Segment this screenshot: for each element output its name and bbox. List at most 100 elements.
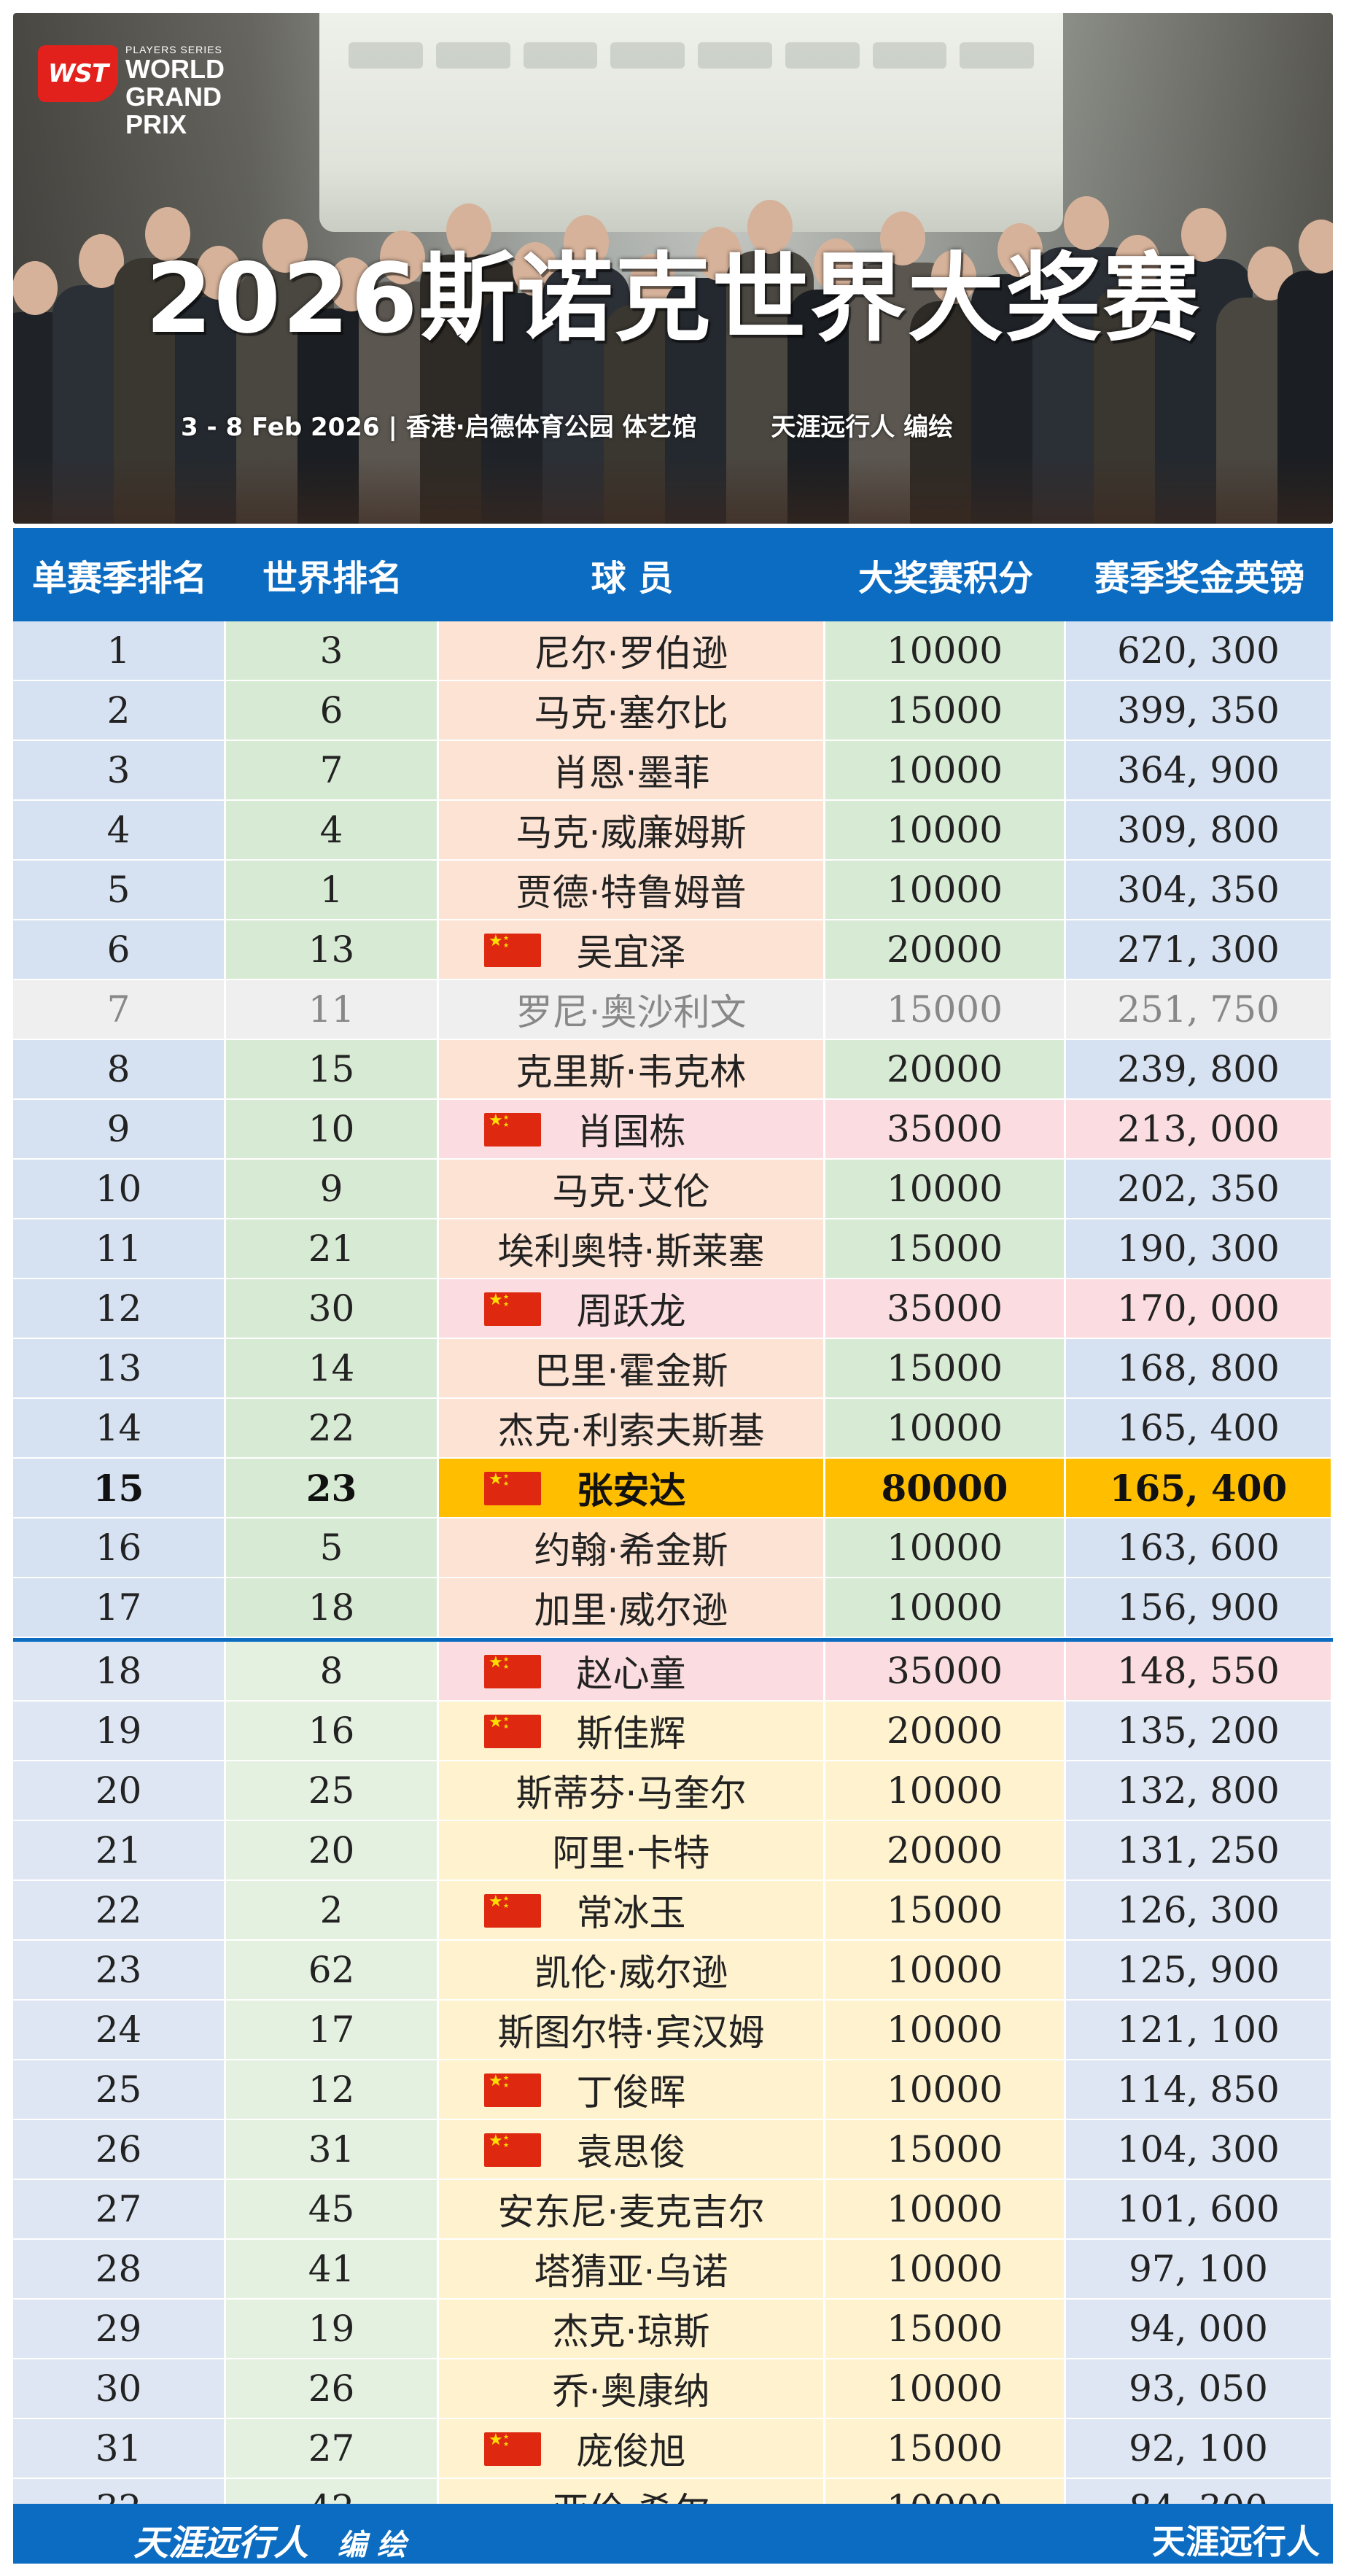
season-rank-text: 29: [95, 2308, 142, 2350]
season-prize-text: 148, 550: [1117, 1650, 1280, 1692]
season-prize-cell: 121, 100: [1066, 2001, 1333, 2059]
season-rank-text: 30: [95, 2367, 142, 2410]
logo-world: WORLD: [125, 54, 225, 84]
player-name-cell: 张安达: [439, 1459, 825, 1517]
gp-points-cell: 15000: [825, 1881, 1066, 1939]
season-rank-text: 26: [95, 2128, 142, 2170]
china-flag-icon: [484, 2072, 541, 2107]
player-name-cell: 贾德·特鲁姆普: [439, 861, 825, 919]
player-name-cell: 袁思俊: [439, 2120, 825, 2179]
player-name-text: 马克·艾伦: [552, 1171, 710, 1213]
gp-points-text: 15000: [886, 1889, 1003, 1931]
player-name-text: 尼尔·罗伯逊: [534, 632, 728, 675]
world-rank-cell: 13: [226, 920, 439, 979]
china-flag-icon: [484, 2431, 541, 2466]
header-world-rank: 世界排名: [262, 558, 402, 599]
player-name-text: 肖恩·墨菲: [552, 752, 710, 794]
season-rank-text: 27: [95, 2188, 142, 2230]
season-rank-cell: 2: [13, 681, 226, 740]
world-rank-text: 21: [308, 1227, 355, 1270]
season-rank-text: 11: [95, 1227, 142, 1270]
china-flag-icon: [484, 1112, 541, 1147]
season-prize-text: 202, 350: [1117, 1168, 1280, 1210]
table-row: 13 14 巴里·霍金斯 15000 168, 800: [13, 1339, 1333, 1399]
gp-points-cell: 15000: [825, 1339, 1066, 1397]
player-name-cell: 常冰玉: [439, 1881, 825, 1939]
gp-points-cell: 15000: [825, 980, 1066, 1039]
gp-points-text: 35000: [886, 1108, 1003, 1150]
season-rank-text: 28: [95, 2248, 142, 2290]
season-rank-cell: 28: [13, 2240, 226, 2298]
world-rank-cell: 11: [226, 980, 439, 1039]
season-prize-text: 135, 200: [1117, 1710, 1280, 1752]
season-rank-text: 12: [95, 1287, 142, 1330]
season-rank-text: 20: [95, 1769, 142, 1812]
season-prize-text: 239, 800: [1117, 1048, 1280, 1090]
world-rank-text: 5: [319, 1526, 343, 1569]
table-row: 12 30 周跃龙 35000 170, 000: [13, 1279, 1333, 1339]
season-rank-text: 7: [106, 988, 131, 1031]
season-rank-cell: 22: [13, 1881, 226, 1939]
player-name-cell: 埃利奥特·斯莱塞: [439, 1219, 825, 1278]
season-prize-cell: 148, 550: [1066, 1642, 1333, 1700]
gp-points-cell: 35000: [825, 1100, 1066, 1158]
gp-points-cell: 15000: [825, 681, 1066, 740]
season-rank-text: 21: [95, 1829, 142, 1871]
china-flag-icon: [484, 932, 541, 967]
table-row: 28 41 塔猜亚·乌诺 10000 97, 100: [13, 2240, 1333, 2300]
player-name-cell: 尼尔·罗伯逊: [439, 621, 825, 680]
player-name-text: 克里斯·韦克林: [516, 1051, 747, 1093]
banner-photo: WST PLAYERS SERIES WORLD GRAND PRIX 2026…: [13, 13, 1333, 524]
season-prize-text: 620, 300: [1117, 629, 1280, 672]
player-name-cell: 乔·奥康纳: [439, 2359, 825, 2418]
table-row: 18 8 赵心童 35000 148, 550: [13, 1642, 1333, 1702]
gp-points-text: 15000: [886, 2427, 1003, 2470]
season-prize-text: 399, 350: [1117, 689, 1280, 732]
world-rank-cell: 12: [226, 2060, 439, 2119]
player-name-text: 庞俊旭: [576, 2430, 686, 2472]
world-rank-text: 27: [308, 2427, 355, 2470]
banner-subtitle: 3 - 8 Feb 2026 | 香港·启德体育公园 体艺馆 天涯远行人 编绘: [181, 407, 953, 443]
gp-points-text: 10000: [886, 2248, 1003, 2290]
season-prize-cell: 131, 250: [1066, 1821, 1333, 1879]
player-name-cell: 杰克·利索夫斯基: [439, 1399, 825, 1457]
season-prize-cell: 190, 300: [1066, 1219, 1333, 1278]
season-prize-text: 94, 000: [1129, 2308, 1268, 2350]
china-flag-icon: [484, 2132, 541, 2167]
world-rank-cell: 22: [226, 1399, 439, 1457]
gp-points-cell: 20000: [825, 1821, 1066, 1879]
player-name-text: 塔猜亚·乌诺: [534, 2251, 728, 2293]
gp-points-cell: 10000: [825, 2060, 1066, 2119]
player-name-cell: 吴宜泽: [439, 920, 825, 979]
gp-points-cell: 35000: [825, 1279, 1066, 1338]
world-rank-text: 10: [308, 1108, 355, 1150]
table-row: 11 21 埃利奥特·斯莱塞 15000 190, 300: [13, 1219, 1333, 1279]
season-rank-cell: 31: [13, 2419, 226, 2478]
gp-points-text: 10000: [886, 869, 1003, 911]
gp-points-cell: 10000: [825, 2180, 1066, 2238]
season-rank-text: 3: [106, 749, 131, 791]
season-rank-cell: 15: [13, 1459, 226, 1517]
top-17-divider: [13, 1638, 1333, 1642]
gp-points-text: 35000: [886, 1287, 1003, 1330]
world-rank-cell: 8: [226, 1642, 439, 1700]
gp-points-cell: 35000: [825, 1642, 1066, 1700]
player-name-text: 乔·奥康纳: [552, 2370, 710, 2413]
world-rank-text: 31: [308, 2128, 355, 2170]
player-name-cell: 赵心童: [439, 1642, 825, 1700]
season-rank-text: 2: [106, 689, 131, 732]
season-rank-cell: 16: [13, 1518, 226, 1577]
season-prize-cell: 168, 800: [1066, 1339, 1333, 1397]
world-rank-cell: 4: [226, 801, 439, 859]
header-season-rank: 单赛季排名: [31, 558, 207, 599]
season-rank-cell: 13: [13, 1339, 226, 1397]
china-flag-icon: [484, 1291, 541, 1326]
season-rank-cell: 24: [13, 2001, 226, 2059]
player-name-text: 袁思俊: [576, 2131, 686, 2173]
gp-points-cell: 15000: [825, 2419, 1066, 2478]
season-rank-text: 10: [95, 1168, 142, 1210]
season-prize-text: 101, 600: [1117, 2188, 1280, 2230]
player-name-text: 贾德·特鲁姆普: [516, 872, 747, 914]
player-name-cell: 肖恩·墨菲: [439, 741, 825, 799]
world-rank-text: 4: [319, 809, 343, 851]
